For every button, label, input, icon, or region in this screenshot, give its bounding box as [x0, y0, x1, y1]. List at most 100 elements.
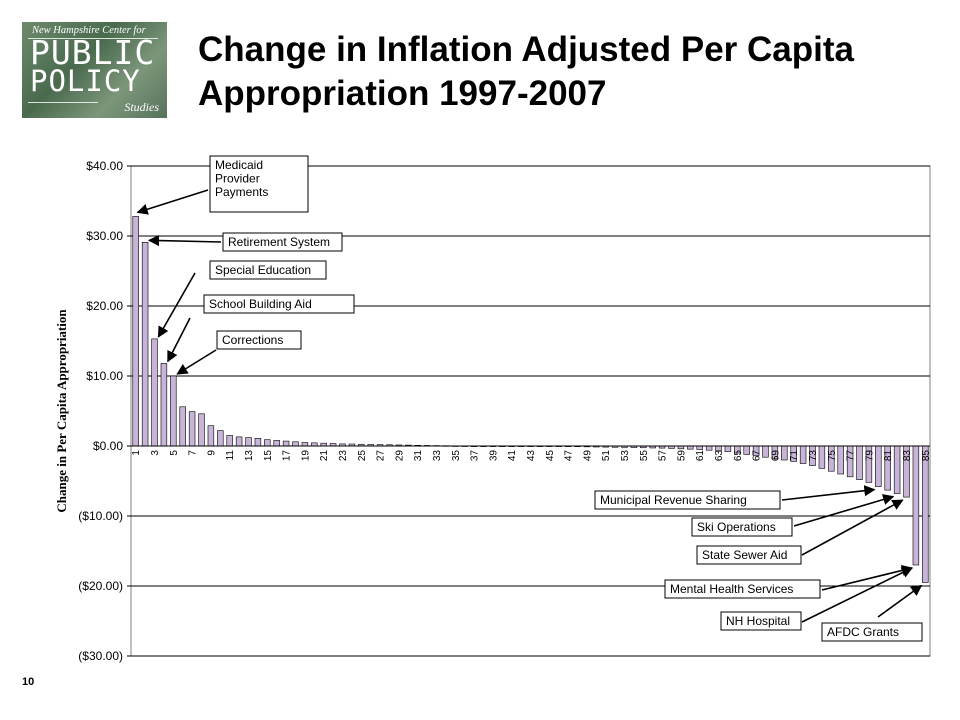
x-tick-label: 41: [507, 450, 518, 462]
y-tick-label: $20.00: [86, 299, 123, 313]
bar: [856, 445, 863, 480]
x-tick-label: 35: [451, 450, 462, 462]
annotation-label: Provider: [215, 172, 260, 186]
bar: [235, 436, 243, 447]
x-tick-label: 81: [883, 450, 894, 462]
annotation-label: Special Education: [215, 263, 311, 277]
y-tick-label: $0.00: [93, 439, 123, 453]
annotation-label: Mental Health Services: [670, 582, 793, 596]
x-tick-label: 59: [676, 450, 687, 462]
x-tick-label: 55: [639, 450, 650, 462]
x-tick-label: 69: [770, 450, 781, 462]
bar: [282, 440, 290, 447]
bar: [912, 445, 920, 566]
x-tick-label: 39: [488, 450, 499, 462]
annotation-arrow: [136, 189, 209, 215]
bar: [170, 375, 177, 447]
annotation-label: Corrections: [222, 333, 283, 347]
bar: [207, 425, 215, 447]
x-tick-label: 63: [714, 450, 725, 462]
y-tick-label: ($10.00): [78, 509, 123, 523]
x-tick-label: 1: [131, 450, 142, 456]
bar: [301, 442, 309, 447]
x-tick-label: 33: [432, 450, 443, 462]
annotation-arrow: [821, 564, 914, 591]
annotation-label: Medicaid: [215, 158, 263, 172]
x-tick-label: 23: [338, 450, 349, 462]
annotation-box: [691, 517, 793, 537]
bar: [705, 445, 713, 451]
y-tick-label: $30.00: [86, 229, 123, 243]
x-tick-label: 65: [733, 450, 744, 462]
bar: [254, 437, 262, 447]
annotation-box: [203, 294, 355, 314]
annotation-label: State Sewer Aid: [702, 548, 787, 562]
bar: [292, 441, 299, 447]
annotation-label: School Building Aid: [209, 297, 312, 311]
annotation-box: [720, 611, 802, 631]
x-tick-label: 29: [394, 450, 405, 462]
annotation-arrow: [167, 317, 191, 363]
x-tick-label: 25: [357, 450, 368, 462]
x-tick-label: 3: [150, 450, 161, 456]
y-tick-label: $40.00: [86, 159, 123, 173]
bar: [875, 445, 882, 487]
logo-rule-top: [28, 38, 158, 39]
x-tick-label: 45: [545, 450, 556, 462]
x-tick-label: 5: [169, 450, 180, 456]
annotation-label: Municipal Revenue Sharing: [600, 493, 747, 507]
logo-line3: POLICY: [30, 64, 141, 98]
x-tick-label: 31: [413, 450, 424, 462]
bar: [141, 242, 149, 447]
bar: [226, 435, 233, 447]
x-tick-label: 85: [921, 450, 932, 462]
bar: [743, 445, 750, 455]
logo-line4: Studies: [124, 100, 159, 114]
bar: [837, 445, 844, 475]
bar: [188, 411, 196, 447]
annotation-box: [664, 579, 821, 599]
x-tick-label: 49: [582, 450, 593, 462]
x-tick-label: 57: [658, 450, 669, 462]
bar: [696, 445, 703, 450]
x-tick-label: 71: [789, 450, 800, 462]
x-tick-label: 11: [225, 450, 236, 461]
x-tick-label: 9: [206, 450, 217, 456]
bar: [160, 363, 168, 447]
x-tick-label: 77: [846, 450, 857, 462]
x-tick-label: 7: [188, 450, 199, 456]
x-tick-label: 15: [263, 450, 274, 462]
annotation-arrow: [176, 349, 217, 375]
bar: [893, 445, 901, 494]
x-tick-label: 73: [808, 450, 819, 462]
annotation-arrow: [877, 584, 923, 618]
annotation-box: [594, 490, 781, 510]
x-tick-label: 67: [752, 450, 763, 462]
annotation-label: Retirement System: [228, 235, 330, 249]
logo-line1: New Hampshire Center for: [32, 25, 146, 36]
bar: [724, 445, 732, 452]
x-tick-label: 19: [300, 450, 311, 462]
annotation-label: Payments: [215, 185, 268, 199]
annotation-box: [821, 622, 923, 642]
annotation-box: [216, 330, 302, 350]
annotation-box: [209, 155, 309, 213]
bar: [132, 216, 139, 447]
bar: [762, 445, 769, 458]
x-tick-label: 47: [564, 450, 575, 462]
annotation-box: [696, 545, 802, 565]
bar: [922, 445, 929, 583]
bar: [151, 338, 158, 447]
bar: [799, 445, 807, 464]
annotation-arrow: [801, 499, 904, 556]
bar: [198, 413, 205, 447]
slide-title: Change in Inflation Adjusted Per Capita …: [198, 30, 854, 113]
annotation-arrow: [147, 234, 222, 247]
x-tick-label: 37: [470, 450, 481, 462]
bar: [264, 439, 271, 447]
annotation-label: NH Hospital: [726, 614, 790, 628]
annotation-box: [209, 260, 327, 280]
annotation-arrow: [781, 485, 876, 501]
y-axis-title: Change in Per Capita Appropriation: [54, 309, 69, 513]
